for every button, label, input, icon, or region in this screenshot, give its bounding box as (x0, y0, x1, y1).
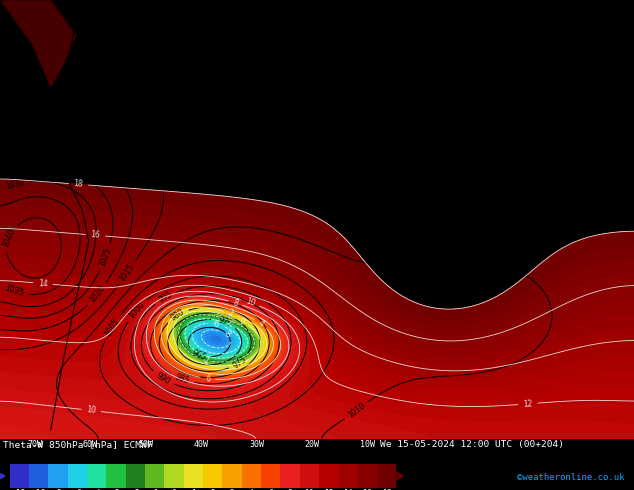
Text: 18: 18 (382, 489, 391, 490)
Text: 10: 10 (244, 297, 256, 308)
Text: 1025: 1025 (98, 246, 113, 268)
Text: 2: 2 (227, 309, 235, 318)
Text: -2: -2 (131, 489, 140, 490)
Polygon shape (0, 0, 76, 88)
Text: 14: 14 (343, 489, 353, 490)
Text: 1040: 1040 (1, 227, 17, 248)
Bar (164, 465, 184, 488)
Text: 6: 6 (268, 489, 273, 490)
Bar (339, 465, 358, 488)
Text: 10: 10 (304, 489, 314, 490)
Text: -4: -4 (224, 318, 234, 330)
Text: 1015: 1015 (118, 262, 136, 283)
Bar (67, 465, 87, 488)
Text: 1000: 1000 (127, 300, 147, 320)
Text: 40W: 40W (194, 440, 209, 449)
Text: -1: -1 (150, 489, 159, 490)
Text: 990: 990 (155, 371, 172, 386)
Text: 965: 965 (191, 348, 208, 362)
Text: 975: 975 (231, 354, 248, 370)
Bar (106, 465, 126, 488)
Text: 20W: 20W (305, 440, 320, 449)
Text: 10W: 10W (360, 440, 375, 449)
Text: 995: 995 (157, 290, 174, 305)
Text: 1020: 1020 (88, 284, 107, 304)
Bar (29, 465, 48, 488)
Text: 1010: 1010 (346, 401, 366, 419)
Text: -12: -12 (12, 489, 27, 490)
Text: 12: 12 (523, 399, 533, 409)
Bar (358, 465, 377, 488)
Text: 30W: 30W (249, 440, 264, 449)
Text: 16: 16 (363, 489, 372, 490)
Text: 10: 10 (86, 405, 96, 416)
Text: 12: 12 (324, 489, 333, 490)
Bar (203, 465, 223, 488)
Text: 50W: 50W (138, 440, 153, 449)
Text: -8: -8 (53, 489, 63, 490)
Text: 0: 0 (238, 317, 246, 327)
Text: 4: 4 (249, 489, 254, 490)
Bar (87, 465, 107, 488)
Text: 14: 14 (38, 279, 48, 289)
Text: 980: 980 (169, 308, 186, 323)
Bar (280, 465, 300, 488)
Bar (48, 465, 67, 488)
Bar (126, 465, 145, 488)
Text: 4: 4 (256, 318, 266, 329)
Text: 2: 2 (210, 489, 215, 490)
Text: 18: 18 (74, 179, 84, 189)
Text: 8: 8 (287, 489, 292, 490)
Bar (319, 465, 339, 488)
Text: -6: -6 (212, 319, 221, 330)
Bar (223, 465, 242, 488)
Text: Theta-W 850hPa [hPa] ECMWF: Theta-W 850hPa [hPa] ECMWF (3, 440, 153, 449)
Text: 6: 6 (205, 374, 210, 383)
Text: -10: -10 (31, 489, 46, 490)
Text: 1035: 1035 (3, 283, 25, 298)
Text: 70W: 70W (27, 440, 42, 449)
Text: We 15-05-2024 12:00 UTC (00+204): We 15-05-2024 12:00 UTC (00+204) (380, 440, 564, 449)
Text: -6: -6 (72, 489, 82, 490)
Text: 1: 1 (191, 489, 196, 490)
Text: ©weatheronline.co.uk: ©weatheronline.co.uk (517, 473, 624, 482)
Bar (261, 465, 280, 488)
Text: 3: 3 (230, 489, 235, 490)
Text: -2: -2 (201, 355, 210, 366)
Text: 8: 8 (232, 298, 239, 308)
Bar (242, 465, 261, 488)
Text: 60W: 60W (83, 440, 98, 449)
Text: 970: 970 (216, 316, 233, 329)
Text: 1030: 1030 (4, 178, 25, 191)
Bar (377, 465, 396, 488)
Bar (145, 465, 164, 488)
Text: 0: 0 (171, 489, 176, 490)
Text: 985: 985 (174, 373, 191, 386)
Bar (184, 465, 203, 488)
Text: 1005: 1005 (103, 317, 121, 338)
Text: -3: -3 (111, 489, 120, 490)
Text: -8: -8 (221, 329, 233, 341)
Text: -4: -4 (92, 489, 101, 490)
Bar (299, 465, 319, 488)
Bar (10, 465, 29, 488)
Text: 16: 16 (90, 230, 101, 240)
